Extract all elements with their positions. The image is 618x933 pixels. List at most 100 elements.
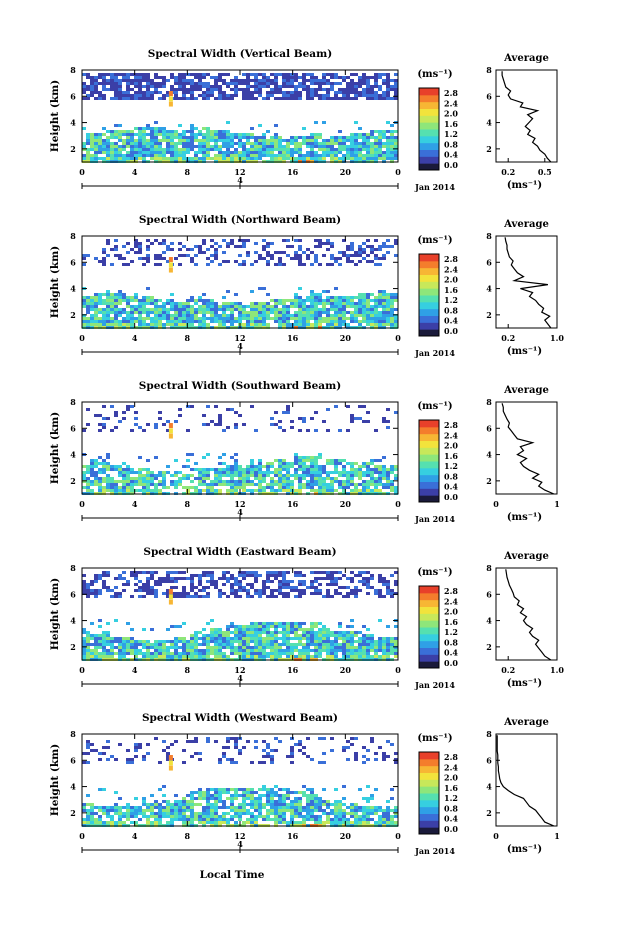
heatmap-cell [266, 577, 270, 580]
heatmap-cell [338, 320, 342, 323]
heatmap-cell [330, 595, 334, 598]
colorbar-tick-label: 0.8 [444, 305, 458, 315]
heatmap-cell [182, 818, 186, 821]
x-tick-label: 0 [79, 167, 85, 177]
heatmap-cell [230, 142, 234, 145]
heatmap-cell [262, 245, 266, 248]
heatmap-cell [302, 79, 306, 82]
heatmap-cell [122, 486, 126, 489]
heatmap-cell [262, 586, 266, 589]
heatmap-cell [262, 139, 266, 142]
heatmap-cell [110, 815, 114, 818]
heatmap-cell [314, 477, 318, 480]
heatmap-cell [182, 73, 186, 76]
heatmap-cell [134, 477, 138, 480]
heatmap-cell [154, 815, 158, 818]
heatmap-cell [82, 127, 86, 130]
heatmap-cell [234, 743, 238, 746]
heatmap-cell [358, 148, 362, 151]
heatmap-cell [182, 91, 186, 94]
heatmap-cell [218, 800, 222, 803]
heatmap-cell [358, 260, 362, 263]
heatmap-cell [382, 73, 386, 76]
heatmap-cell [238, 474, 242, 477]
heatmap-cell [302, 299, 306, 302]
colorbar-swatch [419, 322, 439, 329]
heatmap-cell [270, 417, 274, 420]
heatmap-cell [222, 788, 226, 791]
heatmap-cell [274, 145, 278, 148]
heatmap-cell [86, 76, 90, 79]
heatmap-cell [282, 263, 286, 266]
heatmap-cell [146, 646, 150, 649]
heatmap-cell [298, 634, 302, 637]
heatmap-cell [318, 631, 322, 634]
heatmap-cell [326, 323, 330, 326]
heatmap-cell [110, 88, 114, 91]
heatmap-cell [278, 583, 282, 586]
heatmap-cell [94, 82, 98, 85]
heatmap-cell [198, 752, 202, 755]
heatmap-cell [298, 595, 302, 598]
heatmap-cell [294, 453, 298, 456]
heatmap-cell [390, 652, 394, 655]
heatmap-cell [266, 82, 270, 85]
heatmap-cell [334, 305, 338, 308]
heatmap-cell [374, 130, 378, 133]
heatmap-cell [290, 257, 294, 260]
heatmap-cell [294, 305, 298, 308]
heatmap-cell [270, 649, 274, 652]
heatmap-cell [286, 142, 290, 145]
heatmap-cell [334, 302, 338, 305]
heatmap-cell [214, 142, 218, 145]
heatmap-cell [294, 643, 298, 646]
heatmap-cell [106, 130, 110, 133]
heatmap-cell [242, 148, 246, 151]
heatmap-cell [110, 79, 114, 82]
heatmap-cell [86, 595, 90, 598]
heatmap-cell [142, 130, 146, 133]
heatmap-cell [202, 251, 206, 254]
heatmap-cell [318, 637, 322, 640]
heatmap-cell [122, 157, 126, 160]
heatmap-cell [330, 263, 334, 266]
heatmap-cell [318, 643, 322, 646]
heatmap-cell [354, 652, 358, 655]
heatmap-cell [286, 474, 290, 477]
heatmap-cell [82, 655, 86, 658]
profile-x-tick-label: 0 [493, 499, 499, 509]
heatmap-cell [326, 631, 330, 634]
heatmap-cell [310, 73, 314, 76]
heatmap-cell [262, 474, 266, 477]
heatmap-cell [386, 592, 390, 595]
heatmap-cell [166, 806, 170, 809]
heatmap-cell [274, 474, 278, 477]
heatmap-cell [218, 761, 222, 764]
heatmap-cell [298, 260, 302, 263]
heatmap-cell [246, 148, 250, 151]
heatmap-cell [310, 571, 314, 574]
heatmap-cell [150, 483, 154, 486]
heatmap-cell [230, 761, 234, 764]
heatmap-cell [222, 453, 226, 456]
heatmap-cell [202, 586, 206, 589]
heatmap-cell [182, 477, 186, 480]
heatmap-cell [258, 308, 262, 311]
heatmap-cell [118, 290, 122, 293]
heatmap-cell [82, 299, 86, 302]
heatmap-cell [262, 239, 266, 242]
heatmap-cell [294, 296, 298, 299]
heatmap-cell [366, 245, 370, 248]
heatmap-cell [162, 239, 166, 242]
heatmap-cell [330, 640, 334, 643]
heatmap-cell [126, 157, 130, 160]
heatmap-cell [270, 471, 274, 474]
profile-x-tick-label: 0.2 [501, 167, 515, 177]
heatmap-cell [230, 468, 234, 471]
heatmap-cell [294, 97, 298, 100]
heatmap-cell [102, 489, 106, 492]
heatmap-cell [378, 468, 382, 471]
heatmap-cell [230, 157, 234, 160]
heatmap-cell [246, 794, 250, 797]
heatmap-cell [102, 788, 106, 791]
